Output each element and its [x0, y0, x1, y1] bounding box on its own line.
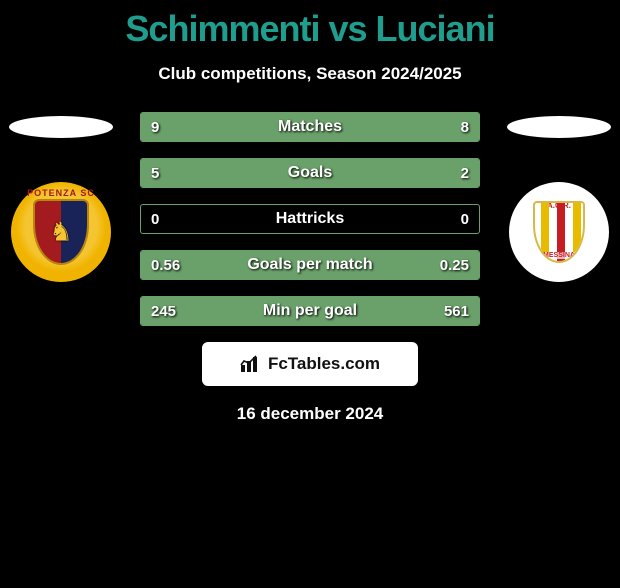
player2-name: Luciani — [376, 8, 495, 49]
comparison-title: Schimmenti vs Luciani — [0, 8, 620, 50]
right-crest-name: MESSINA — [535, 252, 583, 259]
left-team-crest: POTENZA SC ♞ — [11, 182, 111, 282]
bar-left-value: 0 — [141, 205, 169, 233]
left-ellipse — [9, 116, 113, 138]
right-side: A.C.R. MESSINA — [504, 112, 614, 282]
bar-fill-left — [141, 113, 320, 141]
bar-right-value: 0 — [451, 205, 479, 233]
subtitle: Club competitions, Season 2024/2025 — [0, 64, 620, 84]
date-text: 16 december 2024 — [0, 404, 620, 424]
bar-fill-left — [141, 159, 381, 187]
left-emblem-icon: ♞ — [49, 217, 72, 248]
right-ellipse — [507, 116, 611, 138]
chart-icon — [240, 355, 262, 373]
bar-fill-left — [141, 297, 242, 325]
left-shield: ♞ — [33, 199, 89, 265]
bar-row: 0.560.25Goals per match — [140, 250, 480, 280]
right-shield: A.C.R. MESSINA — [533, 201, 585, 263]
bar-row: 245561Min per goal — [140, 296, 480, 326]
left-side: POTENZA SC ♞ — [6, 112, 116, 282]
bar-fill-right — [381, 159, 479, 187]
vs-text: vs — [328, 8, 366, 49]
footer-badge: FcTables.com — [202, 342, 418, 386]
bar-row: 52Goals — [140, 158, 480, 188]
right-team-crest: A.C.R. MESSINA — [509, 182, 609, 282]
brand-text: FcTables.com — [268, 354, 380, 374]
bar-row: 98Matches — [140, 112, 480, 142]
left-crest-text: POTENZA SC — [11, 188, 111, 198]
bar-label: Hattricks — [141, 205, 479, 233]
player1-name: Schimmenti — [125, 8, 319, 49]
content-area: POTENZA SC ♞ A.C.R. MESSINA 98Matches 52G… — [0, 112, 620, 326]
bar-fill-right — [374, 251, 479, 279]
bar-fill-left — [141, 251, 374, 279]
bar-fill-right — [242, 297, 479, 325]
comparison-bars: 98Matches 52Goals 0 0Hattricks 0.560.25Goals… — [140, 112, 480, 326]
bar-fill-right — [320, 113, 479, 141]
bar-row: 0 0Hattricks — [140, 204, 480, 234]
